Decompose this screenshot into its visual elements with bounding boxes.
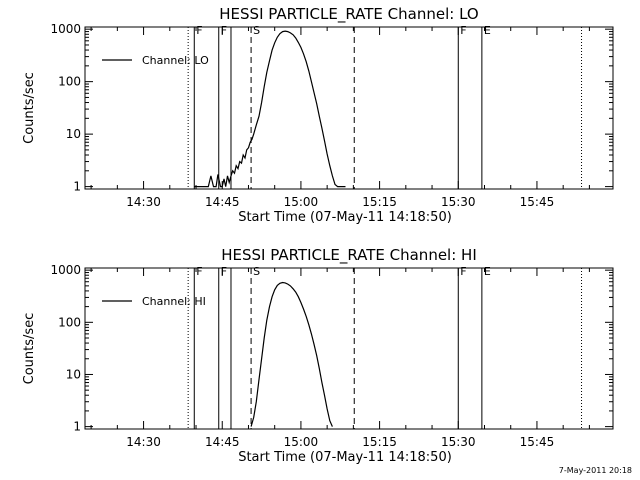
chart-title: HESSI PARTICLE_RATE Channel: HI <box>221 246 477 265</box>
y-tick-label: 1000 <box>50 22 81 36</box>
y-tick-label: 1 <box>73 180 81 194</box>
data-series-line-1 <box>194 30 346 188</box>
x-tick-label: 15:00 <box>284 195 319 209</box>
x-tick-label: 15:45 <box>520 435 555 449</box>
print-timestamp: 7-May-2011 20:18 <box>558 466 632 475</box>
legend-label: Channel: HI <box>142 295 206 308</box>
x-tick-label: 15:00 <box>284 435 319 449</box>
y-axis-label: Counts/sec <box>22 72 37 144</box>
event-marker-label-1: F <box>196 265 202 278</box>
event-marker-label-6: F <box>460 24 466 37</box>
x-tick-label: 15:30 <box>441 195 476 209</box>
x-tick-label: 15:15 <box>362 195 397 209</box>
x-tick-label: 14:30 <box>126 195 161 209</box>
y-tick-label: 100 <box>58 75 81 89</box>
chart-title: HESSI PARTICLE_RATE Channel: LO <box>219 5 478 24</box>
event-marker-label-1: F <box>196 24 202 37</box>
chart-panel-2: HESSI PARTICLE_RATE Channel: HI 14:30 14:4… <box>22 246 614 465</box>
x-tick-label: 15:15 <box>362 435 397 449</box>
data-series-line-1 <box>250 281 333 427</box>
event-marker-label-7: E <box>484 24 491 37</box>
event-marker-label-4: S <box>253 265 260 278</box>
y-tick-label: 10 <box>66 127 81 141</box>
x-tick-label: 14:30 <box>126 435 161 449</box>
event-marker-label-6: F <box>460 265 466 278</box>
legend-label: Channel: LO <box>142 54 209 67</box>
x-tick-label: 14:45 <box>205 195 240 209</box>
x-tick-label: 15:30 <box>441 435 476 449</box>
y-axis-label: Counts/sec <box>22 313 37 385</box>
x-tick-label: 14:45 <box>205 435 240 449</box>
x-tick-label: 15:45 <box>520 195 555 209</box>
x-axis-label: Start Time (07-May-11 14:18:50) <box>238 450 452 465</box>
event-marker-label-2: F <box>221 24 227 37</box>
event-marker-label-2: F <box>221 265 227 278</box>
chart-panel-1: HESSI PARTICLE_RATE Channel: LO 14:30 14:4… <box>22 5 614 225</box>
event-marker-label-7: E <box>484 265 491 278</box>
y-tick-label: 1000 <box>50 263 81 277</box>
y-tick-label: 1 <box>73 420 81 434</box>
y-tick-label: 100 <box>58 315 81 329</box>
x-axis-label: Start Time (07-May-11 14:18:50) <box>238 210 452 225</box>
plot-frame <box>84 26 614 190</box>
y-tick-label: 10 <box>66 367 81 381</box>
event-marker-label-4: S <box>253 24 260 37</box>
plot-frame <box>84 267 614 430</box>
